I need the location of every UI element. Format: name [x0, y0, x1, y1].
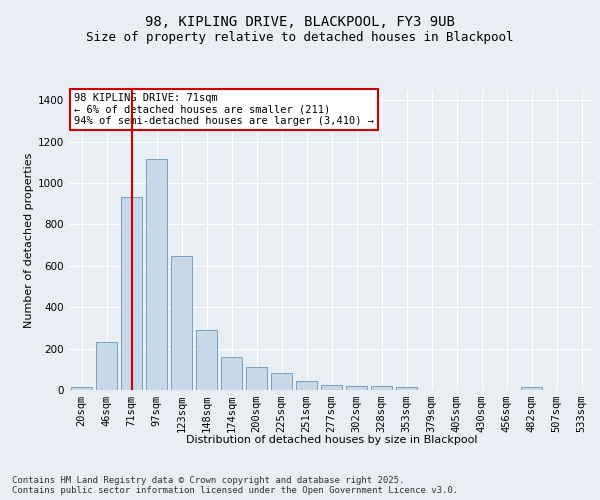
- Text: Size of property relative to detached houses in Blackpool: Size of property relative to detached ho…: [86, 31, 514, 44]
- Bar: [121, 196, 142, 390]
- Bar: [371, 386, 392, 390]
- Bar: [146, 160, 167, 390]
- Bar: [221, 357, 242, 390]
- Bar: [521, 387, 542, 390]
- Y-axis label: Number of detached properties: Number of detached properties: [24, 152, 34, 328]
- Bar: [271, 374, 292, 390]
- Bar: [396, 387, 417, 390]
- Bar: [246, 367, 267, 390]
- Bar: [321, 385, 342, 390]
- Text: 98, KIPLING DRIVE, BLACKPOOL, FY3 9UB: 98, KIPLING DRIVE, BLACKPOOL, FY3 9UB: [145, 16, 455, 30]
- X-axis label: Distribution of detached houses by size in Blackpool: Distribution of detached houses by size …: [186, 435, 477, 445]
- Text: Contains HM Land Registry data © Crown copyright and database right 2025.
Contai: Contains HM Land Registry data © Crown c…: [12, 476, 458, 495]
- Bar: [296, 380, 317, 390]
- Text: 98 KIPLING DRIVE: 71sqm
← 6% of detached houses are smaller (211)
94% of semi-de: 98 KIPLING DRIVE: 71sqm ← 6% of detached…: [74, 93, 374, 126]
- Bar: [171, 256, 192, 390]
- Bar: [71, 387, 92, 390]
- Bar: [96, 342, 117, 390]
- Bar: [346, 386, 367, 390]
- Bar: [196, 330, 217, 390]
